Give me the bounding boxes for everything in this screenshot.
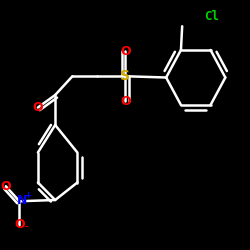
Text: O: O xyxy=(14,218,25,232)
Text: O: O xyxy=(120,95,131,108)
Text: S: S xyxy=(120,69,130,83)
Text: Cl: Cl xyxy=(204,10,219,23)
Text: +: + xyxy=(24,190,32,200)
Text: N: N xyxy=(17,194,27,206)
Text: O: O xyxy=(0,180,11,193)
Text: O: O xyxy=(32,101,43,114)
Text: ⁻: ⁻ xyxy=(23,224,28,234)
Text: O: O xyxy=(120,45,131,58)
